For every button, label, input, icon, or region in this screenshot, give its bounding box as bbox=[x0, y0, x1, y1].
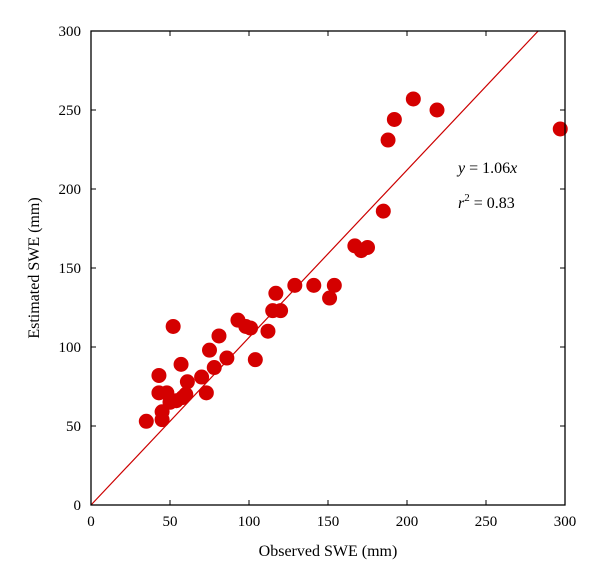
x-tick-label: 250 bbox=[475, 514, 498, 530]
y-tick-label: 0 bbox=[74, 498, 82, 514]
data-point bbox=[173, 356, 189, 372]
y-tick-label: 150 bbox=[59, 261, 82, 277]
x-axis-label: Observed SWE (mm) bbox=[259, 543, 398, 560]
data-point bbox=[375, 203, 391, 219]
r-squared-annotation: r2 = 0.83 bbox=[458, 192, 515, 212]
y-axis-label: Estimated SWE (mm) bbox=[26, 197, 43, 338]
data-point bbox=[380, 132, 396, 148]
equation-var: x bbox=[509, 160, 517, 177]
r2-lhs: r bbox=[458, 195, 465, 212]
data-point bbox=[429, 102, 445, 118]
equation-lhs: y bbox=[456, 160, 466, 177]
y-tick-label: 200 bbox=[59, 182, 82, 198]
data-point bbox=[165, 318, 181, 334]
data-point bbox=[386, 111, 402, 127]
data-point bbox=[211, 328, 227, 344]
data-point bbox=[273, 303, 289, 319]
data-point bbox=[178, 386, 194, 402]
data-point bbox=[151, 367, 167, 383]
plot-frame bbox=[90, 30, 566, 506]
fit-line bbox=[90, 30, 539, 506]
x-tick-label: 50 bbox=[163, 514, 178, 530]
data-point bbox=[268, 285, 284, 301]
data-point bbox=[360, 239, 375, 255]
x-tick-label: 100 bbox=[238, 514, 261, 530]
data-point bbox=[219, 350, 235, 366]
y-tick-label: 100 bbox=[59, 340, 82, 356]
x-tick-label: 300 bbox=[554, 514, 577, 530]
equation-rest: = 1.06 bbox=[465, 160, 510, 177]
fit-equation-annotation: y = 1.06x bbox=[456, 160, 517, 177]
data-point bbox=[194, 369, 210, 385]
x-tick-label: 150 bbox=[317, 514, 340, 530]
x-tick-label: 0 bbox=[87, 514, 95, 530]
data-point bbox=[138, 413, 154, 429]
r2-rest: = 0.83 bbox=[470, 195, 515, 212]
data-point bbox=[260, 323, 276, 339]
data-point bbox=[247, 352, 263, 368]
data-point bbox=[243, 320, 259, 336]
data-point bbox=[322, 290, 338, 306]
data-point bbox=[405, 91, 421, 107]
data-point bbox=[206, 360, 222, 376]
r2-sup: 2 bbox=[464, 192, 470, 204]
y-tick-label: 250 bbox=[59, 103, 82, 119]
data-point bbox=[202, 342, 217, 358]
x-tick-label: 200 bbox=[396, 514, 419, 530]
data-point bbox=[198, 385, 214, 401]
data-point bbox=[326, 277, 342, 293]
y-tick-label: 300 bbox=[59, 24, 82, 40]
y-tick-label: 50 bbox=[66, 419, 81, 435]
data-point bbox=[179, 374, 195, 390]
data-point bbox=[287, 277, 303, 293]
data-point bbox=[552, 121, 568, 137]
data-point bbox=[306, 277, 322, 293]
